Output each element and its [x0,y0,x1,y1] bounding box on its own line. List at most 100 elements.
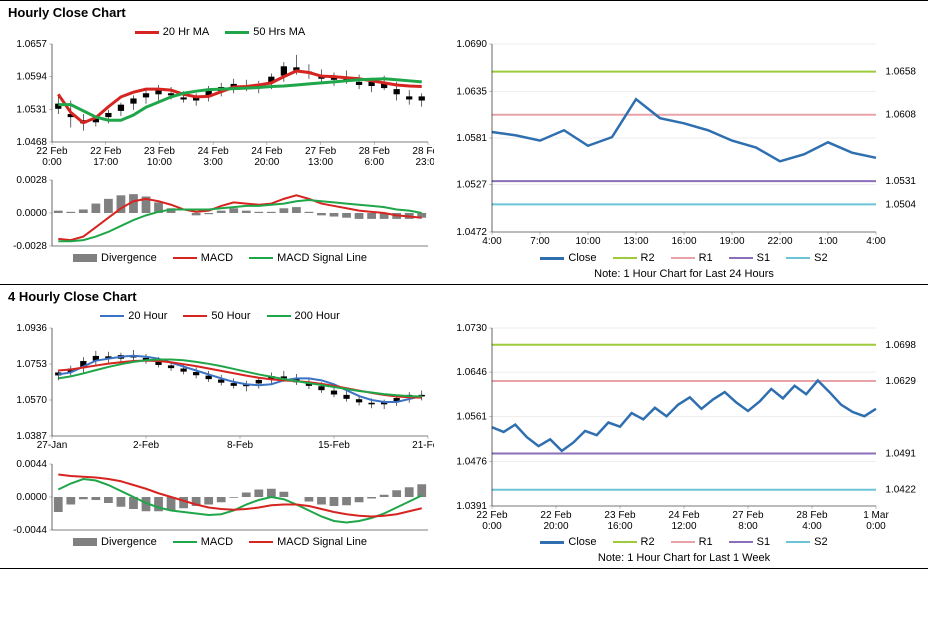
svg-text:0.0000: 0.0000 [16,492,47,503]
svg-text:24 Feb: 24 Feb [251,146,283,157]
legend-swatch [786,257,810,259]
legend-swatch [249,257,273,259]
svg-text:1.0730: 1.0730 [456,324,487,334]
legend-swatch [671,257,695,259]
legend-item: S1 [729,252,770,264]
svg-text:1.0561: 1.0561 [456,412,487,423]
hourly-left-col: 20 Hr MA50 Hrs MA 1.04681.05311.05941.06… [0,24,440,284]
legend-swatch [729,541,753,543]
legend-label: MACD [201,536,233,548]
legend-item: MACD Signal Line [249,536,367,548]
svg-text:10:00: 10:00 [147,157,172,168]
hourly-section: Hourly Close Chart 20 Hr MA50 Hrs MA 1.0… [0,0,928,284]
svg-text:2-Feb: 2-Feb [133,440,160,451]
svg-text:0.0000: 0.0000 [16,208,47,219]
legend-swatch [729,257,753,259]
legend-swatch [267,315,291,317]
fourhourly-left-col: 20 Hour50 Hour200 Hour 1.03871.05701.075… [0,308,440,568]
legend-label: 20 Hr MA [163,26,209,38]
svg-text:8:00: 8:00 [738,521,758,532]
fourhourly-price-legend: 20 Hour 50 Hour 200 Hour [6,308,434,324]
legend-item: S1 [729,536,770,548]
svg-text:22 Feb: 22 Feb [36,146,68,157]
svg-text:1.0698: 1.0698 [885,340,916,351]
svg-text:0:00: 0:00 [42,157,62,168]
legend-label: Close [568,252,596,264]
hourly-macd-chart: -0.0028 0.0000 0.0028 [6,170,434,250]
legend-item: 200 Hour [267,310,340,322]
legend-label: 50 Hour [211,310,250,322]
hourly-sr-chart: 1.04721.05271.05811.06351.06904:007:0010… [446,40,922,250]
svg-text:4:00: 4:00 [802,521,822,532]
legend-item: MACD [173,536,233,548]
svg-text:0.0028: 0.0028 [16,175,47,186]
svg-text:1.0581: 1.0581 [456,133,487,144]
svg-text:28 Feb: 28 Feb [796,510,828,521]
legend-item: Divergence [73,252,157,264]
svg-text:3:00: 3:00 [203,157,223,168]
legend-swatch [183,315,207,317]
svg-text:0.0044: 0.0044 [16,459,47,470]
legend-swatch [73,254,97,262]
svg-text:27 Feb: 27 Feb [732,510,764,521]
legend-item: MACD [173,252,233,264]
legend-item: R2 [613,252,655,264]
fourhourly-sr-note: Note: 1 Hour Chart for Last 1 Week [446,550,922,568]
fourhourly-macd-chart: -0.0044 0.0000 0.0044 [6,454,434,534]
legend-label: MACD Signal Line [277,536,367,548]
legend-item: R1 [671,252,713,264]
svg-text:24 Feb: 24 Feb [198,146,230,157]
hourly-sr-note: Note: 1 Hour Chart for Last 24 Hours [446,266,922,284]
fourhourly-right-col: 1.03911.04761.05611.06461.073022 Feb0:00… [440,308,928,568]
hourly-macd-legend: Divergence MACD MACD Signal Line [6,250,434,266]
legend-label: MACD [201,252,233,264]
svg-text:8-Feb: 8-Feb [227,440,254,451]
legend-swatch [173,257,197,259]
svg-text:1.0422: 1.0422 [885,485,916,496]
legend-label: Divergence [101,252,157,264]
legend-item: S2 [786,536,827,548]
svg-text:23:00: 23:00 [415,157,434,168]
svg-text:22 Feb: 22 Feb [540,510,572,521]
svg-text:1.0753: 1.0753 [16,359,47,370]
svg-text:1.0690: 1.0690 [456,40,487,50]
svg-text:22:00: 22:00 [767,236,792,247]
legend-label: S1 [757,536,770,548]
legend-swatch [671,541,695,543]
fourhourly-section: 4 Hourly Close Chart 20 Hour50 Hour200 H… [0,284,928,568]
legend-label: Divergence [101,536,157,548]
fourhourly-macd-legend: Divergence MACD MACD Signal Line [6,534,434,550]
svg-text:6:00: 6:00 [365,157,385,168]
svg-text:4:00: 4:00 [482,236,502,247]
hourly-sr-legend: CloseR2R1S1S2 [446,250,922,266]
legend-label: S1 [757,252,770,264]
legend-item: Close [540,536,596,548]
svg-text:1.0476: 1.0476 [456,456,487,467]
svg-text:0:00: 0:00 [866,521,886,532]
svg-text:22 Feb: 22 Feb [476,510,508,521]
legend-swatch [613,541,637,543]
svg-text:1.0635: 1.0635 [456,86,487,97]
legend-swatch [173,541,197,543]
svg-text:0:00: 0:00 [482,521,502,532]
svg-text:1.0629: 1.0629 [885,376,916,387]
svg-text:17:00: 17:00 [93,157,118,168]
hourly-price-legend: 20 Hr MA 50 Hrs MA [6,24,434,40]
svg-text:28 Feb: 28 Feb [412,146,434,157]
svg-text:-0.0044: -0.0044 [13,525,47,534]
legend-label: S2 [814,536,827,548]
svg-text:27 Feb: 27 Feb [305,146,337,157]
legend-item: Close [540,252,596,264]
svg-text:16:00: 16:00 [671,236,696,247]
legend-label: MACD Signal Line [277,252,367,264]
svg-text:1.0531: 1.0531 [16,104,47,115]
legend-label: 20 Hour [128,310,167,322]
legend-item: 50 Hrs MA [225,26,305,38]
legend-swatch [613,257,637,259]
legend-item: R2 [613,536,655,548]
legend-item: 50 Hour [183,310,250,322]
legend-label: 200 Hour [295,310,340,322]
svg-text:13:00: 13:00 [308,157,333,168]
svg-text:-0.0028: -0.0028 [13,241,47,250]
fourhourly-sr-legend: CloseR2R1S1S2 [446,534,922,550]
